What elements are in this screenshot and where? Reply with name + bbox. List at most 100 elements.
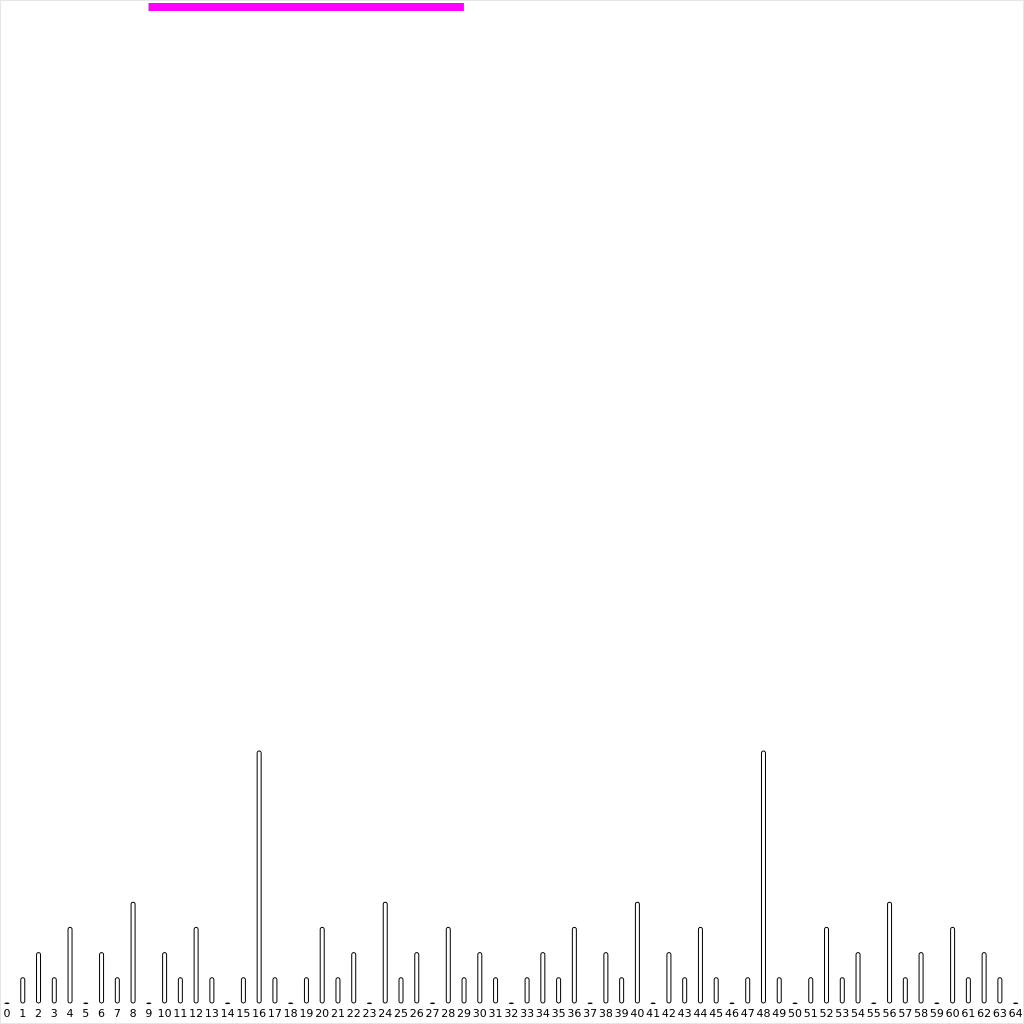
bar-61 xyxy=(965,977,971,1004)
tick-label-1: 1 xyxy=(19,1007,26,1020)
bar-2 xyxy=(36,952,42,1004)
bar-21 xyxy=(335,977,341,1004)
bar-15 xyxy=(240,977,246,1004)
bar-47 xyxy=(745,977,751,1004)
tick-label-0: 0 xyxy=(4,1007,11,1020)
bar-37 xyxy=(587,1002,593,1005)
bar-16 xyxy=(256,750,262,1004)
tick-label-4: 4 xyxy=(67,1007,74,1020)
bar-0 xyxy=(4,1002,10,1005)
tick-label-45: 45 xyxy=(709,1007,723,1020)
tick-label-19: 19 xyxy=(299,1007,313,1020)
bar-35 xyxy=(556,977,562,1004)
tick-label-31: 31 xyxy=(489,1007,503,1020)
bar-56 xyxy=(887,901,893,1004)
bar-62 xyxy=(981,952,987,1004)
tick-label-3: 3 xyxy=(51,1007,58,1020)
tick-label-54: 54 xyxy=(851,1007,865,1020)
bar-1 xyxy=(20,977,26,1004)
tick-label-6: 6 xyxy=(98,1007,105,1020)
bar-55 xyxy=(871,1002,877,1005)
bar-29 xyxy=(461,977,467,1004)
bars-group xyxy=(4,750,1019,1005)
bar-49 xyxy=(776,977,782,1004)
bar-58 xyxy=(918,952,924,1004)
tick-label-62: 62 xyxy=(977,1007,991,1020)
tick-label-2: 2 xyxy=(35,1007,42,1020)
tick-label-48: 48 xyxy=(756,1007,770,1020)
bar-26 xyxy=(414,952,420,1004)
bar-28 xyxy=(445,926,451,1004)
tick-label-50: 50 xyxy=(788,1007,802,1020)
bar-8 xyxy=(130,901,136,1004)
tick-labels-group: 0 1 2 3 4 5 6 7 8 9 10 11 12 13 14 15 16 17 18 19 20 21 22 23 24… xyxy=(4,1007,1023,1020)
tick-label-40: 40 xyxy=(630,1007,644,1020)
bar-31 xyxy=(493,977,499,1004)
bar-63 xyxy=(997,977,1003,1004)
tick-label-64: 64 xyxy=(1009,1007,1023,1020)
tick-label-56: 56 xyxy=(883,1007,897,1020)
bar-5 xyxy=(83,1002,89,1005)
bar-17 xyxy=(272,977,278,1004)
bar-34 xyxy=(540,952,546,1004)
tick-label-17: 17 xyxy=(268,1007,282,1020)
tick-label-32: 32 xyxy=(504,1007,518,1020)
bar-39 xyxy=(619,977,625,1004)
bar-30 xyxy=(477,952,483,1004)
tick-label-57: 57 xyxy=(898,1007,912,1020)
tick-label-23: 23 xyxy=(362,1007,376,1020)
tick-label-21: 21 xyxy=(331,1007,345,1020)
bar-11 xyxy=(177,977,183,1004)
tick-label-28: 28 xyxy=(441,1007,455,1020)
bar-54 xyxy=(855,952,861,1004)
bar-14 xyxy=(225,1002,231,1005)
bar-3 xyxy=(51,977,57,1004)
bar-33 xyxy=(524,977,530,1004)
tick-label-33: 33 xyxy=(520,1007,534,1020)
tick-label-30: 30 xyxy=(473,1007,487,1020)
bar-40 xyxy=(634,901,640,1004)
bar-27 xyxy=(430,1002,436,1005)
bar-32 xyxy=(508,1002,514,1005)
bar-19 xyxy=(303,977,309,1004)
bar-22 xyxy=(351,952,357,1004)
tick-label-63: 63 xyxy=(993,1007,1007,1020)
tick-label-13: 13 xyxy=(205,1007,219,1020)
bar-48 xyxy=(760,750,766,1004)
tick-label-51: 51 xyxy=(804,1007,818,1020)
bar-60 xyxy=(950,926,956,1004)
bar-4 xyxy=(67,926,73,1004)
tick-label-37: 37 xyxy=(583,1007,597,1020)
tick-label-52: 52 xyxy=(820,1007,834,1020)
tick-label-53: 53 xyxy=(835,1007,849,1020)
tick-label-38: 38 xyxy=(599,1007,613,1020)
bar-12 xyxy=(193,926,199,1004)
tick-label-36: 36 xyxy=(567,1007,581,1020)
bar-25 xyxy=(398,977,404,1004)
tick-label-42: 42 xyxy=(662,1007,676,1020)
tick-label-20: 20 xyxy=(315,1007,329,1020)
tick-label-25: 25 xyxy=(394,1007,408,1020)
tick-label-5: 5 xyxy=(82,1007,89,1020)
bar-41 xyxy=(650,1002,656,1005)
tick-label-7: 7 xyxy=(114,1007,121,1020)
bar-36 xyxy=(571,926,577,1004)
tick-label-43: 43 xyxy=(678,1007,692,1020)
tick-label-24: 24 xyxy=(378,1007,392,1020)
bar-9 xyxy=(146,1002,152,1005)
tick-label-27: 27 xyxy=(426,1007,440,1020)
bar-24 xyxy=(382,901,388,1004)
tick-label-12: 12 xyxy=(189,1007,203,1020)
bar-23 xyxy=(366,1002,372,1005)
bar-18 xyxy=(288,1002,294,1005)
tick-label-60: 60 xyxy=(946,1007,960,1020)
tick-label-34: 34 xyxy=(536,1007,550,1020)
bar-59 xyxy=(934,1002,940,1005)
tick-label-35: 35 xyxy=(552,1007,566,1020)
tick-label-46: 46 xyxy=(725,1007,739,1020)
tick-label-9: 9 xyxy=(145,1007,152,1020)
bar-45 xyxy=(713,977,719,1004)
bar-57 xyxy=(902,977,908,1004)
bar-53 xyxy=(839,977,845,1004)
